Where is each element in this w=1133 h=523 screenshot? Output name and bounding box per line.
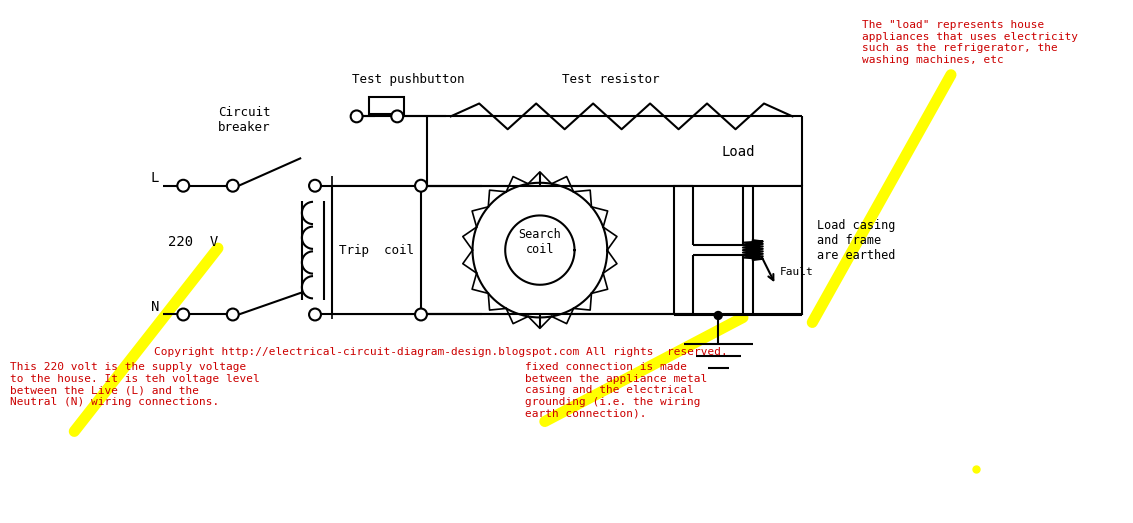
Text: Load: Load: [722, 145, 755, 159]
Text: Load casing
and frame
are earthed: Load casing and frame are earthed: [817, 219, 895, 262]
Circle shape: [391, 110, 403, 122]
Text: N: N: [151, 300, 159, 314]
Circle shape: [178, 180, 189, 191]
Circle shape: [415, 309, 427, 321]
Text: Test pushbutton: Test pushbutton: [351, 73, 465, 86]
Text: Circuit
breaker: Circuit breaker: [218, 106, 271, 134]
Text: fixed connection is made
between the appliance metal
casing and the electrical
g: fixed connection is made between the app…: [525, 362, 707, 418]
Text: Test resistor: Test resistor: [562, 73, 659, 86]
Bar: [674, 186, 802, 314]
Circle shape: [309, 309, 321, 321]
Text: Copyright http://electrical-circuit-diagram-design.blogspot.com All rights  rese: Copyright http://electrical-circuit-diag…: [154, 347, 727, 357]
Circle shape: [309, 180, 321, 191]
Circle shape: [714, 312, 722, 320]
Text: Search
coil: Search coil: [519, 228, 561, 256]
Text: The "load" represents house
appliances that uses electricity
such as the refrige: The "load" represents house appliances t…: [862, 20, 1077, 65]
Text: Trip  coil: Trip coil: [339, 244, 414, 257]
Circle shape: [415, 180, 427, 191]
Text: Fault: Fault: [780, 267, 813, 277]
Text: This 220 volt is the supply voltage
to the house. It is teh voltage level
betwee: This 220 volt is the supply voltage to t…: [10, 362, 259, 407]
Bar: [332, 186, 421, 314]
Text: L: L: [151, 171, 159, 185]
Circle shape: [227, 180, 239, 191]
Circle shape: [227, 309, 239, 321]
Text: 220  V: 220 V: [169, 235, 219, 249]
Circle shape: [351, 110, 363, 122]
Circle shape: [178, 309, 189, 321]
Bar: [368, 97, 404, 115]
